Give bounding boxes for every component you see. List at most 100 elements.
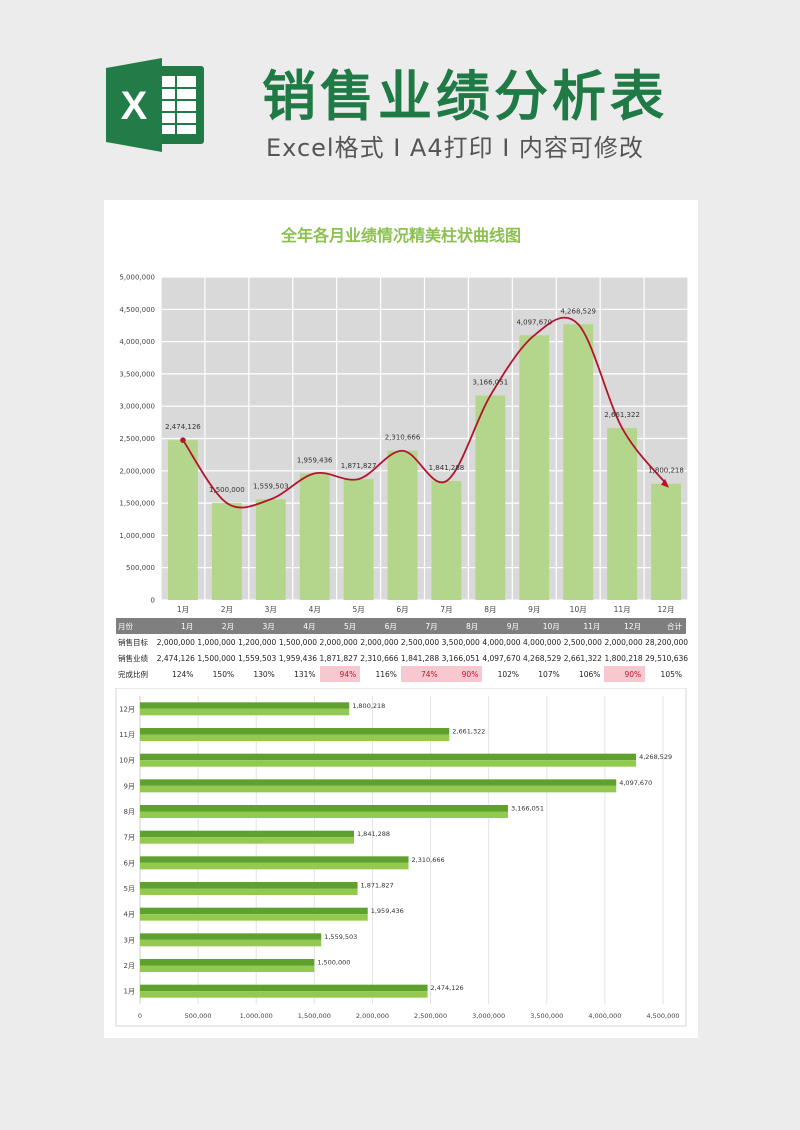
table-cell: 1,841,288 — [400, 653, 440, 663]
y-tick-label: 4,500,000 — [119, 306, 155, 314]
data-label: 2,310,666 — [412, 856, 445, 864]
table-header-cell: 7月 — [400, 618, 442, 634]
table-cell: 2,000,000 — [604, 637, 643, 647]
y-tick-label: 1,500,000 — [119, 500, 155, 508]
data-label: 1,559,503 — [324, 933, 357, 941]
bar-lower-half — [140, 785, 617, 793]
table-cell: 106% — [578, 669, 601, 679]
table-header-cell: 9月 — [482, 618, 524, 634]
data-label: 1,559,503 — [253, 482, 289, 490]
x-tick-label: 6月 — [396, 605, 408, 614]
table-cell: 3,500,000 — [441, 637, 480, 647]
bar-lower-half — [140, 708, 350, 716]
table-cell: 4,000,000 — [482, 637, 521, 647]
table-cell: 29,510,636 — [645, 653, 689, 663]
table-header-cell: 3月 — [238, 618, 279, 634]
table-header-row: 月份 1月 2月 3月 4月 5月 6月 7月 8月 9月 10月 11月 12月 合计 — [116, 618, 686, 634]
bar-lower-half — [140, 760, 637, 767]
bar — [140, 959, 315, 966]
data-label: 1,871,827 — [361, 882, 394, 890]
bar — [651, 483, 681, 600]
table-cell: 90% — [441, 666, 483, 682]
excel-logo-icon: X — [106, 58, 204, 152]
bar — [140, 753, 637, 761]
data-label: 1,841,288 — [357, 830, 390, 838]
table-cell: 1,500,000 — [197, 653, 236, 663]
table-cell: 94% — [319, 666, 361, 682]
y-tick-label: 4月 — [124, 911, 135, 919]
x-tick-label: 7月 — [440, 605, 452, 614]
table-cell: 2,000,000 — [319, 637, 358, 647]
bar — [140, 830, 354, 838]
x-tick-label: 3,500,000 — [530, 1012, 563, 1020]
y-tick-label: 6月 — [124, 859, 135, 867]
bar — [168, 440, 198, 600]
table-cell: 1,871,827 — [319, 653, 358, 663]
x-tick-label: 12月 — [658, 605, 675, 614]
x-tick-label: 1月 — [177, 605, 189, 614]
table-cell: 4,097,670 — [482, 653, 521, 663]
table-cell: 131% — [294, 669, 316, 679]
bar — [140, 933, 322, 940]
table-header-cell: 1月 — [156, 618, 198, 634]
y-tick-label: 5,000,000 — [119, 274, 155, 282]
data-label: 2,474,126 — [431, 984, 464, 992]
table-header-cell: 8月 — [441, 618, 483, 634]
table-cell: 2,310,666 — [360, 653, 399, 663]
table-cell: 1,500,000 — [278, 637, 317, 647]
bar-lower-half — [140, 939, 322, 947]
table-cell: 1,559,503 — [238, 653, 277, 663]
y-tick-label: 10月 — [119, 757, 135, 765]
bar — [519, 335, 550, 600]
table-cell: 1,200,000 — [238, 637, 277, 647]
data-label: 4,268,529 — [560, 307, 596, 315]
data-label: 4,097,670 — [619, 779, 652, 787]
y-tick-label: 2月 — [124, 962, 135, 970]
table-cell: 28,200,000 — [645, 637, 689, 647]
data-label: 2,661,322 — [452, 728, 485, 736]
data-label: 3,166,051 — [511, 805, 544, 813]
bar-lower-half — [140, 837, 354, 844]
y-tick-label: 12月 — [119, 705, 135, 713]
table-row: 销售业绩 2,474,126 1,500,000 1,559,503 1,959,436… — [116, 650, 689, 666]
table-cell: 150% — [212, 669, 235, 679]
bar — [140, 856, 409, 863]
data-label: 1,841,288 — [429, 464, 465, 472]
x-tick-label: 9月 — [528, 605, 540, 614]
y-tick-label: 500,000 — [126, 564, 155, 572]
chart2-frame — [115, 688, 687, 1027]
data-label: 1,800,218 — [352, 702, 385, 710]
bar — [431, 481, 462, 600]
data-label: 1,500,000 — [209, 486, 245, 494]
table-cell: 124% — [171, 669, 194, 679]
table-cell: 90% — [604, 666, 646, 682]
table-cell: 107% — [538, 669, 560, 679]
table-cell: 1,800,218 — [604, 653, 643, 663]
y-tick-label: 3,500,000 — [119, 370, 155, 378]
monthly-bar-line-chart: 0 500,000 1,000,000 1,500,000 2,000,000 2,500… — [119, 274, 689, 614]
y-tick-label: 7月 — [124, 834, 135, 842]
table-cell: 4,268,529 — [523, 653, 562, 663]
sales-data-table: 月份 1月 2月 3月 4月 5月 6月 7月 8月 9月 10月 11月 12月 合计销售目标 2,000… — [116, 618, 689, 682]
table-cell: 4,000,000 — [523, 637, 562, 647]
table-row-label: 销售业绩 — [118, 653, 148, 663]
data-label: 3,166,051 — [473, 378, 509, 386]
logo-letter: X — [121, 84, 148, 128]
y-tick-label: 2,000,000 — [119, 467, 155, 475]
x-tick-label: 0 — [138, 1012, 142, 1020]
x-tick-label: 4,000,000 — [588, 1012, 621, 1020]
bar — [140, 907, 368, 915]
bar-lower-half — [140, 888, 358, 895]
table-cell: 1,959,436 — [278, 653, 317, 663]
bar — [607, 428, 638, 600]
table-cell: 2,661,322 — [563, 653, 602, 663]
data-label: 2,474,126 — [165, 423, 201, 431]
bar — [140, 984, 428, 992]
bar — [140, 805, 508, 812]
table-row-label: 销售目标 — [118, 637, 148, 647]
x-tick-label: 3,000,000 — [472, 1012, 505, 1020]
bar — [563, 324, 594, 600]
table-header-cell: 合计 — [645, 618, 686, 634]
table-row-label: 完成比例 — [118, 669, 148, 679]
data-label: 4,097,670 — [516, 318, 552, 326]
